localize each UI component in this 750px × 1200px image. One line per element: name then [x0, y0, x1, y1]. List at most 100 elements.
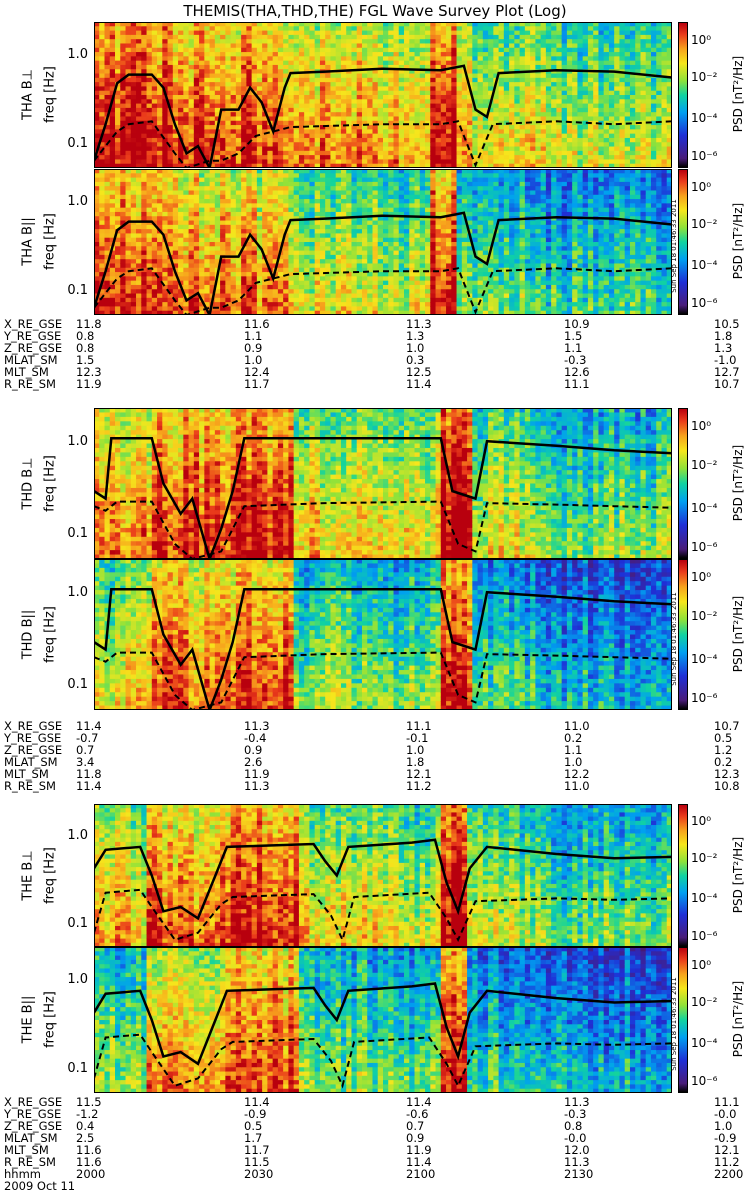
- ephemeris-value: 0.8: [76, 330, 94, 342]
- ephemeris-row: MLT_SM 11.8 11.9 12.1 12.2 12.3: [4, 768, 744, 780]
- ephemeris-value: 12.3: [76, 366, 102, 378]
- ephemeris-value: -0.3: [564, 354, 586, 366]
- panel-yunits: freq [Hz]: [43, 35, 58, 155]
- ephemeris-value: 1.0: [564, 756, 582, 768]
- dashed-frequency-curve: [94, 888, 672, 943]
- colorbar-tick: 10⁻²: [691, 609, 717, 623]
- ephemeris-value: 11.3: [244, 720, 270, 732]
- ephemeris-value: 10.5: [714, 318, 740, 330]
- ephemeris-value: -0.6: [406, 1108, 428, 1120]
- ephemeris-value: 0.3: [406, 354, 424, 366]
- dashed-frequency-curve: [94, 267, 672, 315]
- ephemeris-value: 10.9: [564, 318, 590, 330]
- solid-frequency-curve: [94, 64, 672, 168]
- colorbar-tick: 10⁻⁴: [691, 652, 717, 666]
- ephemeris-value: -0.9: [244, 1108, 266, 1120]
- ephemeris-value: 11.4: [406, 378, 432, 390]
- ephemeris-row: X_RE_GSE 11.8 11.6 11.3 10.9 10.5: [4, 318, 744, 330]
- heatmap-cells: [94, 169, 672, 315]
- ephemeris-value: 11.4: [244, 1096, 270, 1108]
- spectrogram-tha-b: [94, 22, 672, 168]
- ephemeris-label: R_RE_SM: [4, 378, 56, 390]
- ephemeris-value: 1.3: [714, 342, 732, 354]
- dashed-frequency-curve: [94, 651, 672, 710]
- ephemeris-value: 11.1: [564, 378, 590, 390]
- colorbar: [678, 408, 688, 559]
- ephemeris-row: MLT_SM 11.6 11.7 11.9 12.0 12.1: [4, 1144, 744, 1156]
- ephemeris-value: 1.0: [406, 744, 424, 756]
- ephemeris-value: 10.7: [714, 378, 740, 390]
- ephemeris-value: 12.5: [406, 366, 432, 378]
- ephemeris-value: 12.6: [564, 366, 590, 378]
- ytick-0-1: 0.1: [58, 1061, 88, 1076]
- ephemeris-value: 2.6: [244, 756, 262, 768]
- colorbar-tick: 10⁰: [691, 180, 711, 194]
- panel-ylabel: THA B||: [21, 182, 36, 302]
- ephemeris-value: 12.1: [714, 1144, 740, 1156]
- ephemeris-value: 1.2: [714, 744, 732, 756]
- timestamp-stamp: Sun Sep 18 01:46:33 2011: [670, 964, 678, 1084]
- ephemeris-value: 0.7: [76, 744, 94, 756]
- solid-frequency-curve: [94, 211, 672, 315]
- spectrogram-thd-b: [94, 559, 672, 710]
- ephemeris-row: X_RE_GSE 11.5 11.4 11.4 11.3 11.1: [4, 1096, 744, 1108]
- panel-ylabel: THD B⊥: [21, 423, 36, 543]
- ytick-0-1: 0.1: [58, 136, 88, 151]
- ephemeris-label: MLT_SM: [4, 768, 49, 780]
- ephemeris-value: 11.6: [76, 1144, 102, 1156]
- ephemeris-value: -0.3: [564, 1108, 586, 1120]
- ephemeris-value: 11.3: [406, 318, 432, 330]
- ephemeris-value: -0.4: [244, 732, 266, 744]
- panel-frame: [94, 169, 672, 315]
- ytick-0-1: 0.1: [58, 677, 88, 692]
- ephemeris-row: R_RE_SM 11.6 11.5 11.4 11.3 11.2: [4, 1156, 744, 1168]
- ephemeris-label: MLT_SM: [4, 1144, 49, 1156]
- timestamp-stamp: Sun Sep 18 01:46:33 2011: [670, 186, 678, 306]
- ephemeris-value: 2.5: [76, 1132, 94, 1144]
- ephemeris-value: 12.3: [714, 768, 740, 780]
- spectrogram-tha-b: [94, 169, 672, 315]
- ephemeris-block-the: X_RE_GSE 11.5 11.4 11.4 11.3 11.1 Y_RE_GSE -1.2…: [4, 1096, 744, 1168]
- colorbar-tick: 10⁻²: [691, 995, 717, 1009]
- colorbar-label: PSD [nT²/Hz]: [731, 24, 745, 164]
- ephemeris-value: 1.1: [564, 744, 582, 756]
- ephemeris-value: 0.2: [564, 732, 582, 744]
- ephemeris-value: -1.2: [76, 1108, 98, 1120]
- ephemeris-value: 11.9: [244, 768, 270, 780]
- heatmap-cells: [94, 947, 672, 1093]
- ephemeris-value: 0.5: [244, 1120, 262, 1132]
- ephemeris-value: 11.4: [76, 780, 102, 792]
- panel-yunits: freq [Hz]: [43, 574, 58, 694]
- ephemeris-row: Z_RE_GSE 0.7 0.9 1.0 1.1 1.2: [4, 744, 744, 756]
- ephemeris-label: MLAT_SM: [4, 354, 58, 366]
- ephemeris-row: Y_RE_GSE -0.7 -0.4 -0.1 0.2 0.5: [4, 732, 744, 744]
- ephemeris-label: X_RE_GSE: [4, 1096, 62, 1108]
- ephemeris-row: MLAT_SM 2.5 1.7 0.9 -0.0 -0.9: [4, 1132, 744, 1144]
- colorbar-tick: 10⁻⁶: [691, 149, 717, 163]
- heatmap-cells: [94, 804, 672, 947]
- date-label: 2009 Oct 11: [4, 1180, 75, 1192]
- colorbar: [678, 559, 688, 710]
- ytick-1-0: 1.0: [58, 434, 88, 449]
- panel-yunits: freq [Hz]: [43, 423, 58, 543]
- ephemeris-value: 11.0: [564, 780, 590, 792]
- colorbar-tick: 10⁻⁴: [691, 258, 717, 272]
- ephemeris-value: 1.5: [76, 354, 94, 366]
- ephemeris-row: Z_RE_GSE 0.4 0.5 0.7 0.8 1.0: [4, 1120, 744, 1132]
- ephemeris-value: 11.5: [76, 1096, 102, 1108]
- colorbar-tick: 10⁻⁴: [691, 501, 717, 515]
- ytick-0-1: 0.1: [58, 283, 88, 298]
- ephemeris-value: 11.6: [76, 1156, 102, 1168]
- colorbar-tick: 10⁻²: [691, 70, 717, 84]
- ephemeris-row: Z_RE_GSE 0.8 0.9 1.0 1.1 1.3: [4, 342, 744, 354]
- ephemeris-value: 12.4: [244, 366, 270, 378]
- ephemeris-label: MLT_SM: [4, 366, 49, 378]
- ytick-1-0: 1.0: [58, 194, 88, 209]
- ephemeris-value: 11.9: [406, 1144, 432, 1156]
- ephemeris-value: -0.1: [406, 732, 428, 744]
- colorbar: [678, 804, 688, 947]
- heatmap-cells: [94, 559, 672, 710]
- panel-yunits: freq [Hz]: [43, 182, 58, 302]
- ephemeris-value: 0.9: [244, 744, 262, 756]
- ephemeris-label: MLAT_SM: [4, 756, 58, 768]
